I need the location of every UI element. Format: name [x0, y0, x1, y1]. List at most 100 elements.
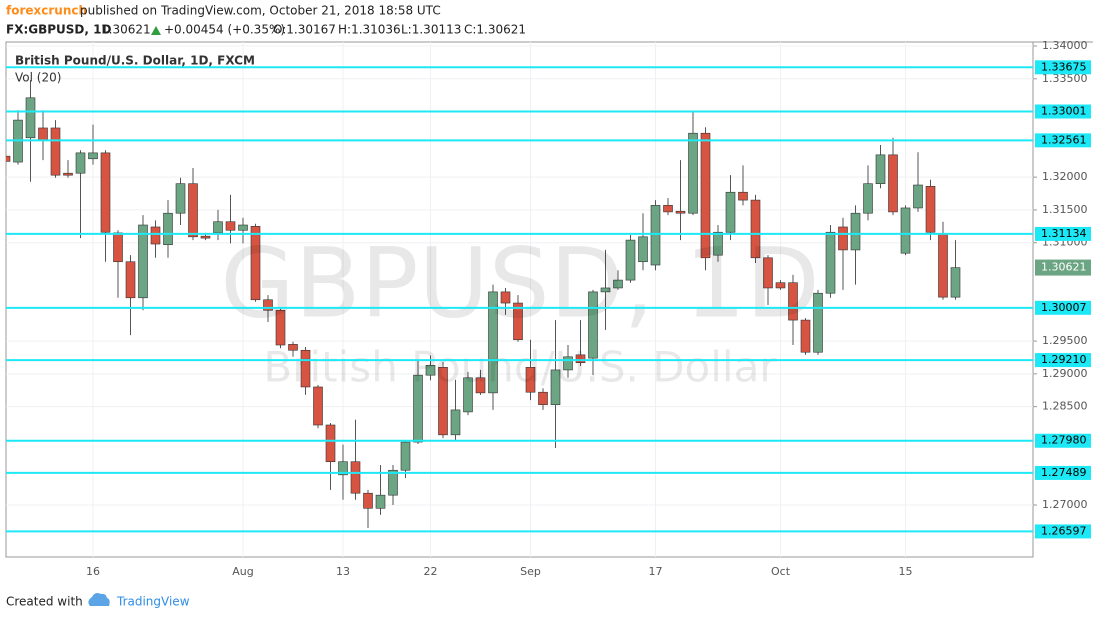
candle-body	[725, 191, 736, 233]
y-tick-label: 1.28500	[1042, 400, 1088, 413]
candle-body	[900, 207, 911, 254]
candle-body	[950, 267, 961, 298]
candle-body	[713, 231, 723, 256]
candle-body	[563, 356, 573, 371]
candle-body	[813, 292, 823, 353]
level-label: 1.27489	[1041, 466, 1087, 479]
candle-body	[288, 344, 298, 351]
candle-body	[100, 152, 111, 233]
candle-body	[525, 367, 536, 393]
candle-body	[275, 309, 286, 346]
candle-body	[50, 127, 61, 176]
candle-body	[38, 127, 48, 141]
symbol: FX:GBPUSD, 1D	[6, 23, 111, 37]
y-tick-label: 1.27000	[1042, 498, 1088, 511]
candle-body	[63, 172, 73, 176]
last-price-box	[1035, 259, 1091, 276]
level-label: 1.33675	[1041, 60, 1087, 73]
y-tick-label: 1.32000	[1042, 170, 1088, 183]
candle-body	[300, 349, 311, 388]
candle-body	[350, 461, 361, 494]
candle-body	[850, 212, 861, 251]
candle-body	[313, 386, 323, 426]
candle-body	[763, 257, 773, 289]
candle-body	[425, 365, 436, 376]
candle-body	[475, 377, 486, 394]
candle-body	[663, 205, 673, 213]
level-label-box	[1035, 300, 1091, 315]
candle-body	[200, 235, 211, 239]
candle-body	[125, 261, 136, 299]
author[interactable]: forexcrunch	[6, 4, 87, 18]
candle-body	[188, 183, 198, 238]
candle-body	[875, 154, 886, 185]
x-tick-label: 15	[899, 565, 913, 578]
level-label-box	[1035, 433, 1091, 448]
candle-body	[400, 441, 411, 471]
chart-title: British Pound/U.S. Dollar, 1D, FXCM	[15, 54, 255, 68]
level-label-box	[1035, 60, 1091, 75]
y-tick-label: 1.33500	[1042, 72, 1088, 85]
candle-body	[650, 205, 661, 266]
candle-body	[413, 374, 423, 443]
candle-body	[363, 492, 373, 509]
footer-created: Created with	[6, 595, 83, 609]
level-label-box	[1035, 104, 1091, 119]
y-tick-label: 1.34000	[1042, 39, 1088, 52]
candle-body	[138, 224, 148, 299]
watermark: GBPUSD, 1D	[220, 227, 819, 339]
level-label-box	[1035, 353, 1091, 368]
candle-body	[538, 391, 548, 405]
candle-body	[575, 354, 586, 364]
candle-body	[800, 319, 811, 353]
close: C:1.30621	[464, 23, 526, 37]
candle-body	[238, 224, 248, 231]
candle-body	[325, 424, 336, 463]
plot-frame	[5, 41, 1034, 558]
candle-body	[513, 302, 523, 341]
candle-body	[88, 152, 98, 160]
y-tick-label: 1.31500	[1042, 203, 1088, 216]
candle-body	[488, 291, 498, 394]
x-tick-label: 13	[336, 565, 350, 578]
candle-body	[25, 97, 36, 139]
y-tick-label: 1.29500	[1042, 334, 1088, 347]
candle-body	[700, 132, 711, 259]
candle-body	[6, 155, 11, 162]
high: H:1.31036	[338, 23, 401, 37]
x-tick-label: Oct	[771, 565, 791, 578]
change: +0.00454 (+0.35%)	[164, 23, 285, 37]
x-tick-label: 16	[86, 565, 100, 578]
watermark-sub: British Pound/U.S. Dollar	[263, 343, 777, 392]
candle-body	[913, 184, 923, 209]
candle-body	[375, 494, 386, 509]
level-label-box	[1035, 465, 1091, 480]
candle-body	[738, 191, 748, 201]
x-tick-label: Sep	[520, 565, 541, 578]
candle-body	[225, 221, 236, 231]
candle-body	[175, 183, 186, 214]
candle-body	[675, 210, 686, 214]
candle-body	[500, 291, 511, 304]
candle-body	[75, 152, 86, 174]
candle-body	[775, 282, 786, 289]
x-tick-label: 17	[649, 565, 663, 578]
candle-body	[163, 212, 173, 245]
candle-body	[863, 183, 873, 214]
level-label-box	[1035, 226, 1091, 241]
level-label: 1.29210	[1041, 353, 1087, 366]
tv-logo	[88, 593, 110, 606]
candle-body	[450, 409, 461, 436]
level-label: 1.27980	[1041, 434, 1087, 447]
candle-body	[263, 299, 273, 311]
candle-body	[388, 469, 398, 496]
level-label: 1.32561	[1041, 133, 1087, 146]
published: published on TradingView.com, October 21…	[80, 4, 441, 18]
candle-body	[925, 186, 936, 233]
candle-body	[463, 377, 473, 413]
footer-brand[interactable]: TradingView	[116, 595, 190, 609]
candle-body	[213, 221, 223, 234]
candle-body	[838, 226, 848, 251]
low: L:1.30113	[401, 23, 461, 37]
